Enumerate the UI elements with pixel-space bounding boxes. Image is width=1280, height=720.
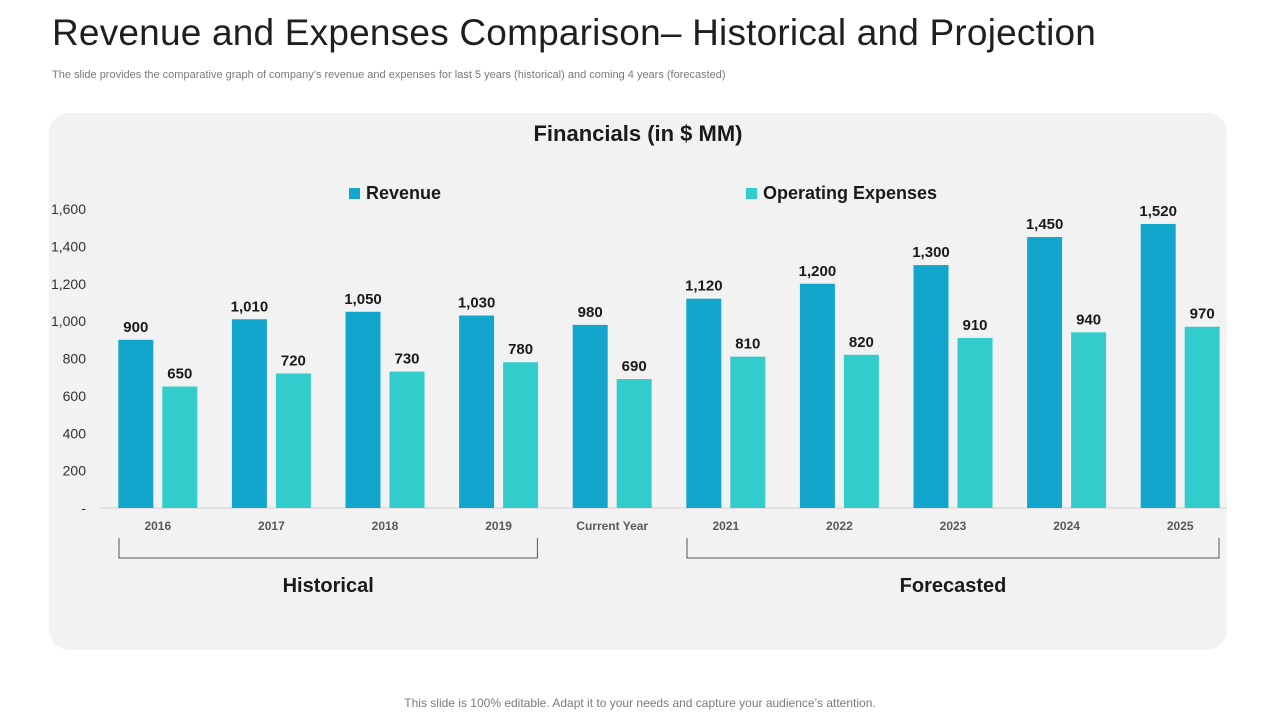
bar-revenue	[345, 311, 381, 508]
bar-revenue	[799, 283, 835, 508]
bar-expenses	[957, 337, 993, 508]
x-tick-label: 2021	[712, 519, 739, 533]
bar-expenses	[162, 386, 198, 508]
legend-label-1: Operating Expenses	[763, 183, 937, 203]
data-label-expenses: 720	[281, 352, 306, 369]
bar-expenses	[730, 356, 766, 508]
page-subtitle: The slide provides the comparative graph…	[52, 69, 726, 81]
bar-expenses	[389, 371, 425, 508]
y-tick-label: 800	[63, 351, 87, 367]
x-tick-label: 2025	[1167, 519, 1194, 533]
data-label-revenue: 1,050	[344, 291, 382, 308]
y-tick-label: 1,200	[51, 276, 86, 292]
data-label-expenses: 780	[508, 341, 533, 358]
legend-swatch-1	[746, 188, 757, 199]
bar-revenue	[459, 315, 495, 508]
group-bracket-0	[118, 538, 538, 559]
bar-expenses	[503, 362, 539, 508]
data-label-revenue: 1,120	[685, 278, 723, 295]
data-label-revenue: 1,010	[231, 298, 269, 315]
y-tick-label: -	[81, 500, 86, 516]
legend-label-0: Revenue	[366, 183, 441, 203]
bar-revenue	[1027, 237, 1063, 508]
x-tick-label: 2023	[940, 519, 967, 533]
footer-note: This slide is 100% editable. Adapt it to…	[404, 696, 876, 710]
data-label-revenue: 900	[123, 319, 148, 336]
chart-title: Financials (in $ MM)	[533, 121, 742, 146]
y-tick-label: 600	[63, 388, 87, 404]
bar-revenue	[118, 339, 154, 508]
data-label-revenue: 1,300	[912, 244, 950, 261]
x-tick-label: 2018	[372, 519, 399, 533]
data-label-revenue: 1,030	[458, 295, 496, 312]
data-label-expenses: 940	[1076, 311, 1101, 328]
data-label-expenses: 810	[735, 336, 760, 353]
data-label-expenses: 970	[1190, 306, 1215, 323]
bar-expenses	[616, 379, 652, 508]
bar-expenses	[1184, 326, 1220, 508]
x-tick-label: Current Year	[576, 519, 648, 533]
bar-revenue	[913, 265, 949, 508]
data-label-expenses: 730	[394, 351, 419, 368]
chart-panel: Financials (in $ MM) Revenue Operating Exp…	[49, 113, 1227, 650]
x-tick-label: 2019	[485, 519, 512, 533]
data-label-revenue: 1,520	[1139, 203, 1177, 220]
x-tick-label: 2017	[258, 519, 285, 533]
y-tick-label: 1,000	[51, 313, 86, 329]
bar-revenue	[1140, 223, 1176, 508]
data-label-revenue: 980	[578, 304, 603, 321]
data-label-expenses: 690	[622, 358, 647, 375]
y-tick-label: 400	[63, 425, 87, 441]
x-tick-label: 2024	[1053, 519, 1080, 533]
bar-revenue	[572, 324, 608, 508]
financials-chart: Financials (in $ MM) Revenue Operating Exp…	[51, 121, 1227, 597]
y-tick-label: 1,400	[51, 238, 86, 254]
y-tick-label: 200	[63, 463, 87, 479]
data-label-expenses: 650	[167, 366, 192, 383]
bar-revenue	[231, 319, 267, 508]
data-label-expenses: 910	[962, 317, 987, 334]
bar-revenue	[686, 298, 722, 508]
x-tick-label: 2022	[826, 519, 853, 533]
data-label-expenses: 820	[849, 334, 874, 351]
bar-expenses	[1071, 332, 1107, 508]
y-tick-label: 1,600	[51, 201, 86, 217]
data-label-revenue: 1,200	[799, 263, 837, 280]
group-bracket-1	[686, 538, 1220, 559]
data-label-revenue: 1,450	[1026, 216, 1064, 233]
page-title: Revenue and Expenses Comparison– Histori…	[52, 12, 1097, 53]
group-label-1: Forecasted	[900, 575, 1007, 597]
x-tick-label: 2016	[144, 519, 171, 533]
group-label-0: Historical	[283, 575, 374, 597]
bar-expenses	[843, 354, 879, 508]
bar-expenses	[275, 373, 311, 508]
legend-swatch-0	[349, 188, 360, 199]
